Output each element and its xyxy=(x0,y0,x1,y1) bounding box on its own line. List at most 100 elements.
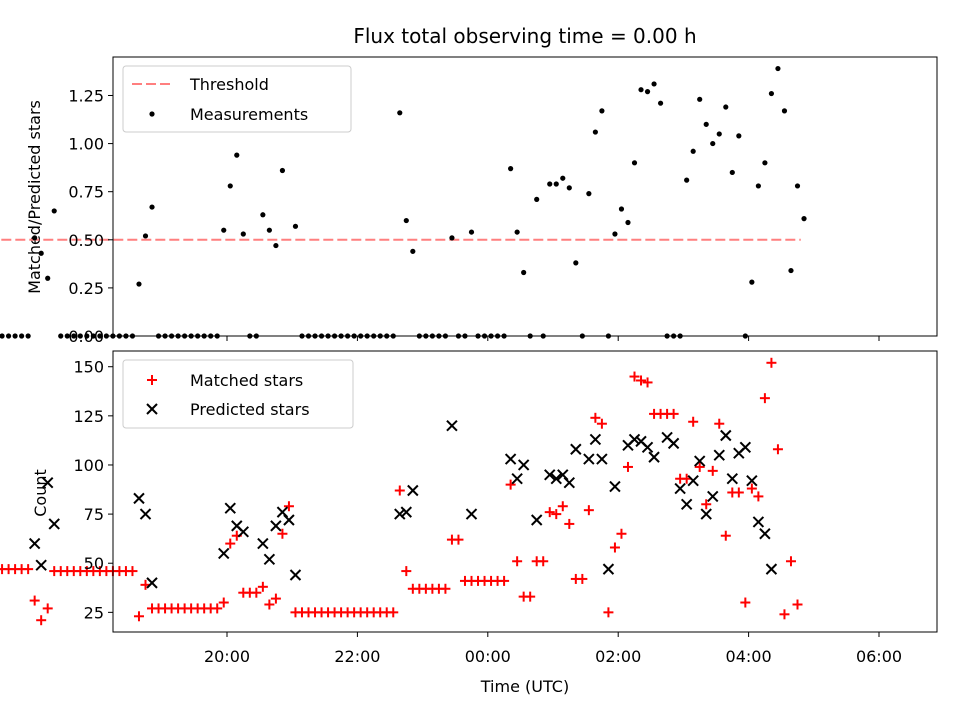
legend-measurements-swatch xyxy=(149,111,155,117)
matched-star-point xyxy=(753,491,764,502)
measurement-point xyxy=(644,89,651,95)
matched-star-point xyxy=(36,615,47,626)
measurement-point xyxy=(97,333,103,339)
predicted-star-point xyxy=(739,441,752,453)
top-y-tick-label: 1.25 xyxy=(68,86,104,105)
measurement-point xyxy=(788,267,794,274)
measurement-point xyxy=(234,152,240,158)
top-legend: Threshold Measurements xyxy=(122,65,352,133)
predicted-star-point xyxy=(133,492,145,505)
measurement-point xyxy=(657,100,664,106)
measurement-point xyxy=(755,183,761,189)
measurement-point xyxy=(690,148,696,154)
matched-star-point xyxy=(225,538,236,549)
matched-star-point xyxy=(701,499,712,510)
matched-star-point xyxy=(740,597,751,608)
matched-star-point xyxy=(551,509,562,520)
predicted-star-point xyxy=(530,514,543,526)
top-y-axis-label: Matched/Predicted stars xyxy=(25,100,44,294)
predicted-star-point xyxy=(511,473,523,485)
measurement-point xyxy=(631,160,638,166)
predicted-star-point xyxy=(270,520,282,532)
measurement-point xyxy=(149,204,155,210)
measurement-point xyxy=(468,229,475,235)
predicted-star-point xyxy=(48,518,60,530)
matched-star-point xyxy=(785,556,796,567)
measurement-point xyxy=(703,121,709,127)
measurement-point xyxy=(77,333,83,339)
measurement-point xyxy=(697,96,703,102)
matched-star-point xyxy=(766,357,777,368)
measurement-point xyxy=(84,333,90,339)
measurement-point xyxy=(410,248,416,254)
predicted-star-point xyxy=(726,473,739,485)
matched-star-point xyxy=(629,371,640,382)
measurement-point xyxy=(279,167,286,174)
matched-star-point xyxy=(577,573,588,584)
measurement-point xyxy=(566,185,572,191)
matched-star-point xyxy=(714,418,725,429)
matched-star-point xyxy=(505,479,516,490)
chart-title: Flux total observing time = 0.00 h xyxy=(353,24,696,48)
x-tick-label: 02:00 xyxy=(595,647,641,666)
x-tick-label: 06:00 xyxy=(856,647,902,666)
measurement-point xyxy=(684,177,690,183)
measurement-point xyxy=(729,169,735,176)
measurement-point xyxy=(775,65,781,72)
x-axis-label: Time (UTC) xyxy=(480,677,569,696)
measurement-point xyxy=(625,219,631,226)
predicted-star-point xyxy=(752,516,765,528)
predicted-star-point xyxy=(446,419,458,432)
predicted-star-point xyxy=(465,508,478,520)
measurement-point xyxy=(136,281,142,287)
bottom-y-tick-label: 25 xyxy=(84,603,104,622)
measurement-point xyxy=(794,183,801,189)
legend-threshold-label: Threshold xyxy=(189,75,269,94)
measurement-point xyxy=(736,133,742,139)
predicted-star-point xyxy=(759,528,771,540)
matched-star-point xyxy=(23,564,34,575)
measurement-point xyxy=(103,333,109,339)
predicted-star-point xyxy=(687,474,699,487)
measurement-point xyxy=(71,333,77,339)
measurement-point xyxy=(403,217,409,224)
bottom-y-axis-label: Count xyxy=(31,469,50,517)
measurement-point xyxy=(64,333,70,339)
measurement-point xyxy=(801,216,807,222)
matched-star-point xyxy=(133,611,144,622)
matched-star-point xyxy=(512,556,523,567)
predicted-star-point xyxy=(257,537,269,550)
measurement-point xyxy=(547,181,553,187)
predicted-star-point xyxy=(218,547,230,560)
legend-matched-label: Matched stars xyxy=(190,371,303,390)
matched-star-point xyxy=(603,607,614,618)
measurement-point xyxy=(521,269,527,276)
measurement-point xyxy=(5,333,12,339)
matched-star-point xyxy=(525,591,536,602)
predicted-star-point xyxy=(720,429,732,442)
top-y-tick-label: 0.25 xyxy=(68,279,104,298)
matched-star-point xyxy=(564,518,575,529)
predicted-star-point xyxy=(680,498,693,510)
predicted-star-point xyxy=(700,508,712,520)
top-y-tick-label: 0.75 xyxy=(68,183,104,202)
predicted-star-point xyxy=(765,563,778,575)
measurement-point xyxy=(781,108,788,114)
bottom-plot-frame xyxy=(112,350,938,633)
matched-star-point xyxy=(257,581,268,592)
measurement-point xyxy=(599,108,605,114)
measurement-point xyxy=(560,175,566,181)
predicted-star-point xyxy=(570,443,582,455)
matched-star-point xyxy=(264,599,275,610)
matched-star-point xyxy=(609,542,620,553)
measurement-point xyxy=(762,160,768,166)
measurement-point xyxy=(292,223,299,229)
matched-star-point xyxy=(688,416,699,427)
predicted-star-point xyxy=(289,569,302,581)
measurement-point xyxy=(51,208,57,214)
matched-star-point xyxy=(218,597,229,608)
matched-star-point xyxy=(557,501,568,512)
predicted-star-point xyxy=(517,459,530,471)
predicted-star-point xyxy=(263,553,276,566)
measurement-point xyxy=(534,196,540,202)
